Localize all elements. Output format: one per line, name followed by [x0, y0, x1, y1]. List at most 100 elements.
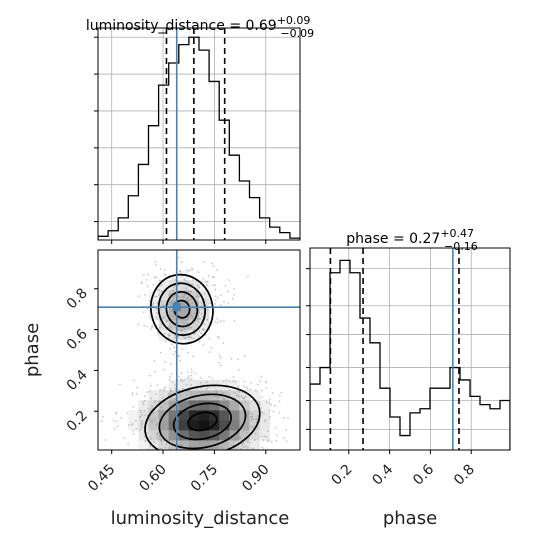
sample-point: [226, 379, 228, 382]
sample-point: [182, 321, 185, 323]
sample-point: [228, 393, 231, 396]
sample-point: [216, 317, 219, 320]
sample-point: [188, 299, 190, 301]
sample-point: [158, 285, 161, 287]
sample-point: [165, 443, 168, 446]
sample-point: [199, 381, 202, 384]
sample-point: [149, 417, 152, 420]
sample-point: [177, 283, 180, 286]
sample-point: [212, 447, 215, 449]
sample-point: [155, 295, 158, 298]
sample-point: [198, 317, 201, 320]
sample-point: [170, 398, 173, 400]
sample-point: [190, 314, 192, 317]
sample-point: [202, 344, 205, 347]
sample-point: [157, 331, 159, 334]
sample-point: [135, 419, 137, 422]
sample-point: [178, 256, 180, 259]
sample-point: [191, 283, 194, 286]
joint-yticks: 0.2 0.4 0.6 0.8: [64, 285, 98, 435]
sample-point: [252, 418, 255, 420]
sample-point: [132, 432, 135, 435]
sample-point: [189, 312, 192, 315]
joint-frame: [97, 249, 301, 451]
sample-point: [219, 357, 222, 359]
sample-point: [249, 381, 252, 384]
sample-point: [198, 311, 201, 314]
sample-point: [177, 389, 180, 392]
sample-point: [227, 302, 230, 305]
sample-point: [154, 399, 156, 402]
sample-point: [219, 320, 222, 323]
sample-point: [139, 429, 142, 432]
sample-point: [155, 423, 158, 426]
sample-point: [167, 394, 170, 397]
sample-point: [189, 298, 192, 301]
sample-point: [143, 395, 146, 397]
sample-point: [174, 387, 177, 390]
density-cell: [249, 410, 260, 421]
sample-point: [270, 440, 273, 443]
sample-point: [126, 412, 129, 414]
sample-point: [262, 412, 265, 415]
sample-point: [223, 398, 225, 401]
density-cell: [199, 420, 210, 431]
sample-point: [154, 260, 157, 263]
sample-point: [141, 401, 144, 404]
hist-lum-title-plus: +0.09: [277, 14, 311, 27]
sample-point: [216, 396, 219, 399]
sample-point: [213, 276, 215, 279]
sample-point: [223, 300, 225, 303]
sample-point: [151, 324, 154, 327]
hist-lum-body: [98, 28, 300, 240]
sample-point: [178, 321, 181, 324]
density-cell: [219, 430, 230, 441]
sample-point: [170, 309, 173, 312]
density-cell: [199, 430, 210, 441]
sample-point: [131, 423, 134, 426]
ytick-label-phase-2: 0.6: [64, 326, 91, 353]
sample-point: [179, 270, 181, 272]
sample-point: [276, 434, 279, 437]
sample-point: [104, 439, 107, 441]
sample-point: [141, 282, 143, 285]
sample-point: [203, 261, 206, 264]
sample-point: [167, 402, 170, 405]
sample-point: [159, 307, 162, 310]
hist-lum-title-minus: −0.09: [280, 27, 314, 40]
sample-point: [171, 381, 174, 384]
sample-point: [217, 337, 220, 339]
sample-point: [254, 432, 257, 435]
sample-point: [141, 422, 143, 424]
sample-point: [164, 361, 167, 363]
density-cell: [229, 380, 240, 391]
sample-point: [278, 394, 281, 397]
sample-point: [162, 409, 165, 412]
joint-panel: 0.2 0.4 0.6 0.8 0.45 0.60 0.75 0.90: [64, 249, 301, 495]
density-cell: [148, 400, 159, 411]
sample-point: [165, 437, 167, 440]
sample-point: [252, 425, 255, 428]
sample-point: [218, 395, 221, 398]
sample-point: [203, 323, 206, 326]
sample-point: [233, 439, 236, 442]
sample-point: [212, 284, 215, 287]
sample-point: [127, 442, 130, 445]
density-cell: [138, 430, 149, 441]
sample-point: [156, 301, 159, 304]
sample-point: [250, 415, 253, 418]
sample-point: [264, 435, 266, 438]
sample-point: [171, 343, 173, 346]
sample-point: [157, 294, 160, 296]
sample-point: [190, 394, 193, 397]
density-cell: [178, 310, 190, 321]
density-cell: [259, 400, 271, 411]
sample-point: [177, 329, 180, 332]
density-cell: [178, 390, 190, 401]
density-cell: [219, 440, 230, 450]
density-cell: [188, 420, 200, 431]
sample-point: [261, 446, 264, 449]
density-cell: [219, 410, 230, 421]
sample-point: [146, 285, 149, 288]
sample-point: [154, 307, 157, 310]
